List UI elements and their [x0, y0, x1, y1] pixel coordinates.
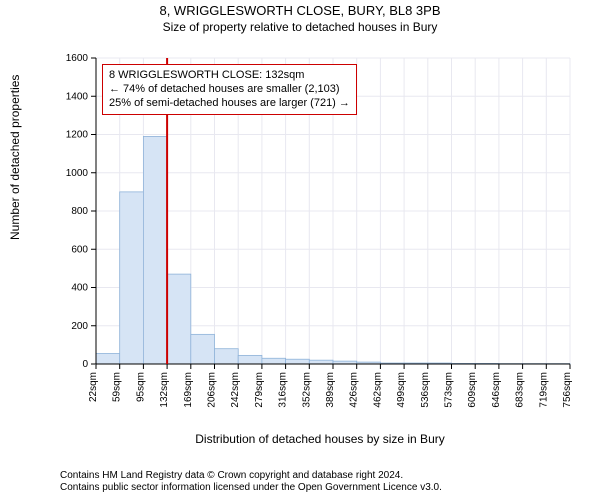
x-tick-label: 206sqm — [207, 372, 218, 408]
copyright-block: Contains HM Land Registry data © Crown c… — [60, 470, 590, 494]
y-tick-label: 0 — [82, 359, 88, 370]
page-subtitle: Size of property relative to detached ho… — [10, 19, 590, 35]
info-line-larger: 25% of semi-detached houses are larger (… — [109, 97, 350, 111]
x-tick-label: 573sqm — [444, 372, 455, 408]
x-tick-label: 316sqm — [278, 372, 289, 408]
x-tick-label: 462sqm — [372, 372, 383, 408]
histogram-bar — [262, 358, 286, 364]
x-tick-label: 756sqm — [562, 372, 573, 408]
copyright-line2: Contains public sector information licen… — [60, 482, 590, 494]
histogram-bar — [143, 136, 167, 364]
x-tick-label: 279sqm — [254, 372, 265, 408]
histogram-bar — [96, 353, 120, 364]
y-tick-label: 1200 — [66, 130, 89, 141]
page-title-address: 8, WRIGGLESWORTH CLOSE, BURY, BL8 3PB — [10, 4, 590, 19]
x-tick-label: 352sqm — [301, 372, 312, 408]
x-tick-label: 389sqm — [325, 372, 336, 408]
y-tick-label: 200 — [71, 321, 88, 332]
x-tick-label: 242sqm — [230, 372, 241, 408]
property-info-box: 8 WRIGGLESWORTH CLOSE: 132sqm ← 74% of d… — [102, 64, 357, 115]
x-tick-label: 536sqm — [420, 372, 431, 408]
histogram-bar — [238, 355, 262, 364]
histogram-bar — [286, 359, 310, 364]
x-tick-label: 683sqm — [515, 372, 526, 408]
histogram-bar — [120, 192, 144, 364]
y-tick-label: 400 — [71, 283, 88, 294]
histogram-bar — [215, 349, 239, 364]
x-tick-label: 22sqm — [88, 372, 99, 402]
info-line-sqm: 8 WRIGGLESWORTH CLOSE: 132sqm — [109, 69, 350, 83]
histogram-bar — [309, 360, 333, 364]
x-tick-label: 719sqm — [538, 372, 549, 408]
y-tick-label: 600 — [71, 244, 88, 255]
y-tick-label: 1600 — [66, 54, 89, 64]
info-line-smaller: ← 74% of detached houses are smaller (2,… — [109, 83, 350, 97]
x-tick-label: 499sqm — [396, 372, 407, 408]
histogram-bar — [191, 334, 215, 364]
y-tick-label: 1400 — [66, 91, 89, 102]
x-tick-label: 646sqm — [491, 372, 502, 408]
x-tick-label: 169sqm — [183, 372, 194, 408]
histogram-bar — [167, 274, 191, 364]
x-tick-label: 95sqm — [135, 372, 146, 402]
copyright-line1: Contains HM Land Registry data © Crown c… — [60, 470, 590, 482]
y-tick-label: 800 — [71, 206, 88, 217]
x-tick-label: 132sqm — [159, 372, 170, 408]
x-tick-label: 426sqm — [349, 372, 360, 408]
y-axis-label: Number of detached properties — [8, 75, 22, 240]
x-axis-label: Distribution of detached houses by size … — [60, 432, 580, 446]
x-tick-label: 609sqm — [467, 372, 478, 408]
x-tick-label: 59sqm — [112, 372, 123, 402]
y-tick-label: 1000 — [66, 168, 89, 179]
